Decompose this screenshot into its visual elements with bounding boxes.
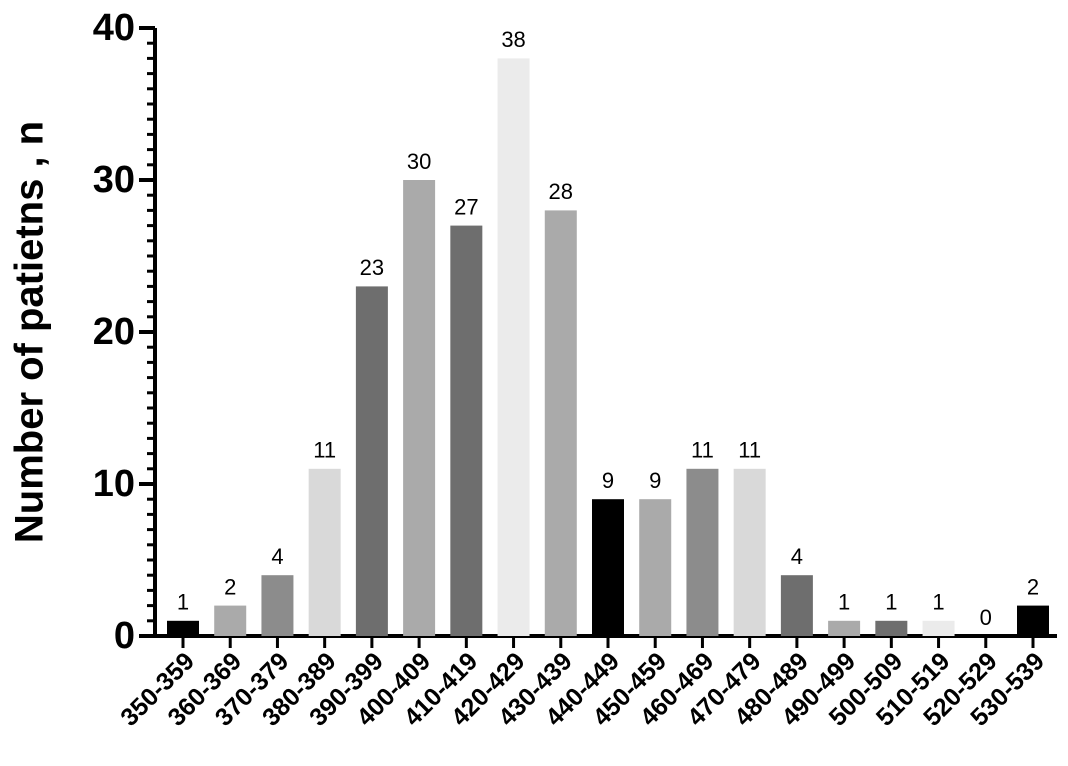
bar: [733, 468, 766, 636]
bar: [686, 468, 719, 636]
bar: [544, 210, 577, 636]
value-label: 9: [602, 468, 614, 493]
value-label: 28: [549, 179, 573, 204]
bar: [780, 575, 813, 636]
y-tick-label: 0: [114, 615, 135, 657]
bar: [167, 620, 199, 636]
bar: [261, 575, 294, 636]
value-label: 1: [838, 590, 850, 615]
value-label: 11: [313, 438, 336, 463]
value-label: 30: [407, 149, 431, 174]
bar: [308, 468, 341, 636]
value-label: 11: [738, 438, 761, 463]
value-label: 38: [501, 27, 525, 52]
y-tick-label: 40: [93, 7, 135, 49]
bar: [922, 620, 955, 636]
value-label: 23: [360, 255, 384, 280]
y-tick-label: 30: [93, 159, 135, 201]
y-axis-label: Number of patietns , n: [8, 121, 52, 543]
value-label: 1: [177, 590, 189, 615]
value-label: 11: [691, 438, 714, 463]
y-tick-label: 10: [93, 463, 135, 505]
value-label: 0: [980, 605, 992, 630]
value-label: 9: [649, 468, 661, 493]
bar: [403, 180, 436, 636]
value-label: 4: [271, 544, 283, 569]
bar: [875, 620, 908, 636]
value-label: 1: [885, 590, 897, 615]
bar: [828, 620, 861, 636]
y-tick-label: 20: [93, 311, 135, 353]
bar: [639, 499, 672, 636]
bar: [450, 225, 483, 636]
bar: [214, 605, 247, 636]
bar: [592, 499, 624, 636]
value-label: 2: [224, 574, 236, 599]
value-label: 2: [1027, 574, 1039, 599]
bar: [355, 286, 388, 636]
bar: [497, 58, 530, 636]
value-label: 1: [932, 590, 944, 615]
value-label: 27: [454, 194, 478, 219]
value-label: 4: [791, 544, 803, 569]
bar: [1017, 605, 1049, 636]
